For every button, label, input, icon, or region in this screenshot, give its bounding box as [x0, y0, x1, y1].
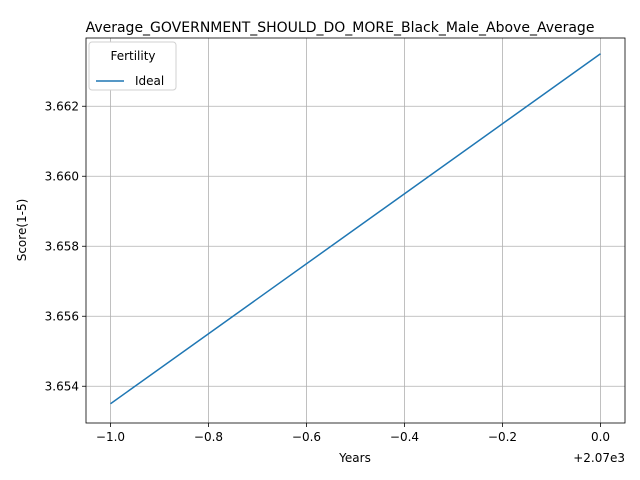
x-tick-label: 0.0: [591, 430, 610, 444]
x-tick-label: −0.2: [488, 430, 517, 444]
x-tick-label: −0.4: [390, 430, 419, 444]
legend-title: Fertility: [110, 49, 155, 63]
x-tick-label: −0.8: [194, 430, 223, 444]
legend-label-ideal: Ideal: [135, 74, 164, 88]
y-tick-label: 3.660: [45, 169, 79, 183]
legend-box: [88, 41, 177, 91]
x-axis-offset-label: +2.07e3: [573, 451, 625, 465]
x-tick-label: −0.6: [292, 430, 321, 444]
chart-title: Average_GOVERNMENT_SHOULD_DO_MORE_Black_…: [86, 20, 595, 36]
y-axis-label: Score(1-5): [15, 199, 29, 262]
legend: Fertility Ideal: [88, 41, 177, 91]
y-tick-label: 3.658: [45, 239, 79, 253]
grid-layer: [86, 38, 625, 423]
y-tick-label: 3.662: [45, 99, 79, 113]
series-layer: [110, 53, 601, 405]
x-tick-label: −1.0: [96, 430, 125, 444]
series-line-ideal: [110, 53, 601, 405]
tick-layer: −1.0 −0.8 −0.6 −0.4 −0.2 0.0 3.654 3.656 3.658 3.…: [45, 99, 610, 444]
x-axis-label: Years: [338, 451, 371, 465]
plot-frame: [85, 37, 626, 424]
y-tick-label: 3.656: [45, 309, 79, 323]
y-tick-label: 3.654: [45, 379, 79, 393]
